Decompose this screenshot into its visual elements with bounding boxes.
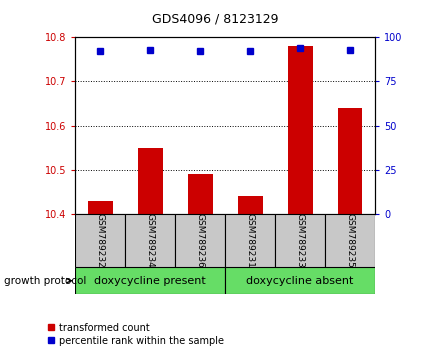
Text: GSM789235: GSM789235 <box>345 213 354 268</box>
Bar <box>337 108 362 214</box>
Bar <box>187 175 212 214</box>
Bar <box>324 214 374 267</box>
Bar <box>88 201 113 214</box>
Text: growth protocol: growth protocol <box>4 276 86 286</box>
Bar <box>224 267 374 294</box>
Text: GSM789231: GSM789231 <box>245 213 254 268</box>
Bar <box>287 46 312 214</box>
Bar <box>138 148 163 214</box>
Text: GSM789236: GSM789236 <box>195 213 204 268</box>
Bar <box>274 214 324 267</box>
Text: GSM789232: GSM789232 <box>95 213 104 268</box>
Bar <box>75 214 125 267</box>
Text: doxycycline absent: doxycycline absent <box>246 275 353 286</box>
Bar <box>75 267 224 294</box>
Bar <box>237 196 262 214</box>
Text: GSM789233: GSM789233 <box>295 213 304 268</box>
Text: GDS4096 / 8123129: GDS4096 / 8123129 <box>152 12 278 25</box>
Bar <box>125 214 175 267</box>
Bar <box>224 214 274 267</box>
Text: doxycycline present: doxycycline present <box>94 275 206 286</box>
Text: GSM789234: GSM789234 <box>145 213 154 268</box>
Bar <box>175 214 224 267</box>
Legend: transformed count, percentile rank within the sample: transformed count, percentile rank withi… <box>48 323 223 346</box>
